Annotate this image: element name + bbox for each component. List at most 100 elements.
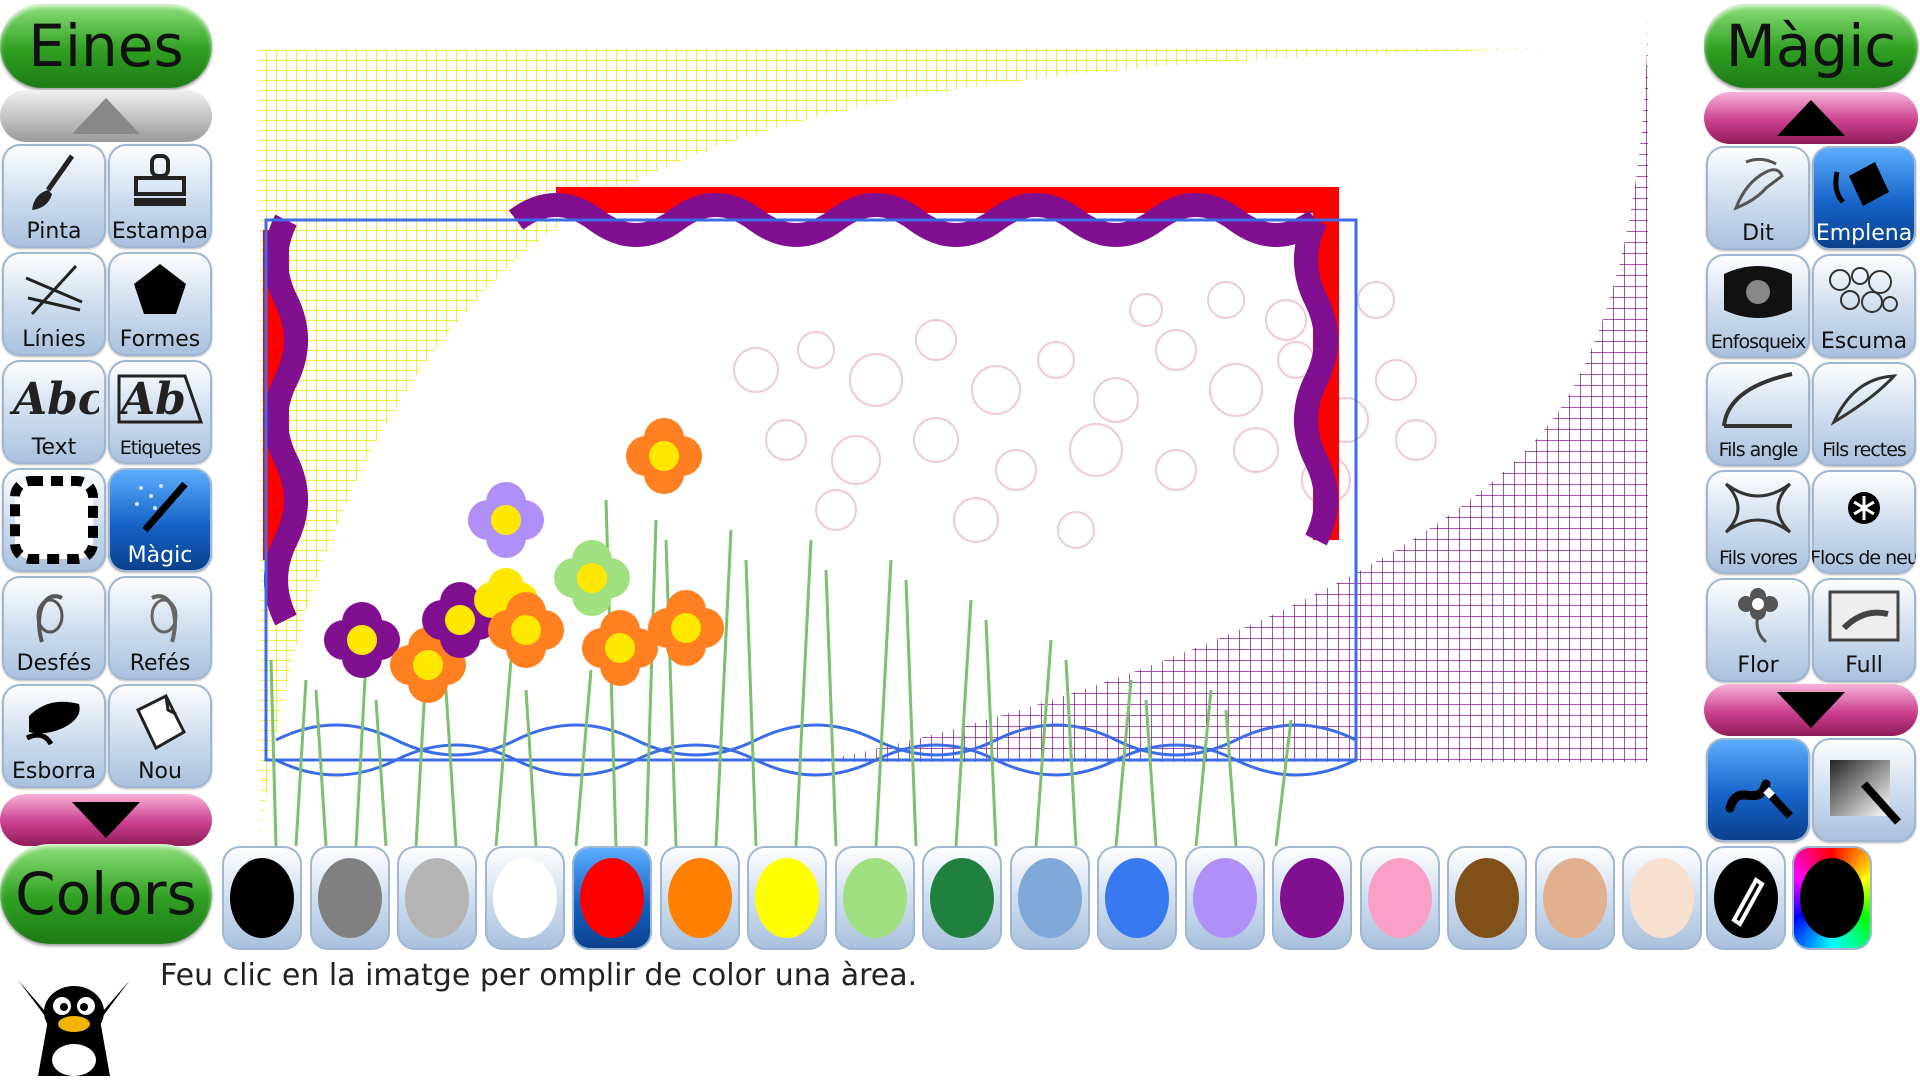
color-swatch[interactable] — [747, 846, 827, 950]
string-angle-icon — [1706, 362, 1810, 438]
color-swatch[interactable] — [572, 846, 652, 950]
right-tool-flocs-de-neu[interactable]: Flocs de neu — [1812, 470, 1916, 574]
tool-label: Fils angle — [1718, 439, 1799, 461]
braid-frame — [263, 187, 1358, 777]
fill-bucket-icon — [1812, 146, 1916, 222]
tool-label: Flocs de neu — [1812, 547, 1916, 569]
color-swatch[interactable] — [1622, 846, 1702, 950]
left-tool-màgic[interactable]: Màgic — [108, 468, 212, 572]
left-tool-esborra[interactable]: Esborra — [2, 684, 106, 788]
foam-icon — [1812, 254, 1916, 330]
drawing-canvas[interactable] — [216, 0, 1704, 847]
stamp-icon — [108, 144, 212, 220]
color-swatch[interactable] — [1097, 846, 1177, 950]
tool-label: Esborra — [12, 759, 96, 784]
rainbow-palette-button[interactable] — [1792, 846, 1872, 950]
left-tool-select[interactable] — [2, 468, 106, 572]
color-swatch-oval — [1017, 858, 1082, 938]
color-swatch[interactable] — [1272, 846, 1352, 950]
right-tool-fils-vores[interactable]: Fils vores — [1706, 470, 1810, 574]
tools-scroll-up-button[interactable] — [0, 90, 212, 142]
page-fold-icon — [1812, 578, 1916, 654]
tool-label: Màgic — [127, 543, 193, 568]
tool-label: Formes — [119, 327, 201, 352]
magic-wand-icon — [108, 468, 212, 544]
label-ab-icon: Ab — [108, 360, 212, 436]
left-tool-estampa[interactable]: Estampa — [108, 144, 212, 248]
flowers — [324, 418, 724, 703]
color-swatch[interactable] — [1447, 846, 1527, 950]
magic-header: Màgic — [1704, 4, 1918, 88]
paintbrush-icon — [2, 144, 106, 220]
tool-label: Refés — [129, 651, 191, 676]
svg-text:Ab: Ab — [117, 374, 186, 425]
tux-penguin-icon — [8, 960, 140, 1080]
color-swatch[interactable] — [309, 846, 390, 950]
lines-icon — [2, 252, 106, 328]
eraser-icon — [2, 684, 106, 760]
color-picker-button[interactable] — [1706, 846, 1786, 950]
left-tool-etiquetes[interactable]: Ab Etiquetes — [108, 360, 212, 464]
color-swatch[interactable] — [1359, 846, 1440, 950]
left-tool-desfés[interactable]: Desfés — [2, 576, 106, 680]
flower-icon — [1706, 578, 1810, 654]
tool-label: Full — [1845, 653, 1883, 678]
right-tool-emplena[interactable]: Emplena — [1812, 146, 1916, 250]
right-tool-dit[interactable]: Dit — [1706, 146, 1810, 250]
redo-icon — [108, 576, 212, 652]
color-swatch-oval — [405, 858, 469, 938]
down-arrow-icon — [1777, 692, 1845, 728]
color-swatch-oval — [230, 858, 294, 938]
magic-mode-fullscreen-button[interactable] — [1812, 738, 1916, 842]
right-tool-fils-angle[interactable]: Fils angle — [1706, 362, 1810, 466]
pentagon-icon — [108, 252, 212, 328]
color-swatch-oval — [1192, 858, 1257, 938]
left-tool-nou[interactable]: Nou — [108, 684, 212, 788]
left-tool-pinta[interactable]: Pinta — [2, 144, 106, 248]
tool-label: Fils rectes — [1822, 439, 1907, 461]
color-swatch-oval — [1280, 858, 1344, 938]
color-swatch-oval — [842, 858, 907, 938]
color-swatch[interactable] — [659, 846, 740, 950]
wand-paint-mode-icon — [1706, 738, 1810, 842]
up-arrow-icon — [1777, 100, 1845, 136]
tool-label: Estampa — [111, 219, 209, 244]
color-swatch-oval — [1105, 858, 1169, 938]
right-tool-escuma[interactable]: Escuma — [1812, 254, 1916, 358]
color-swatch-oval — [317, 858, 382, 938]
left-tool-línies[interactable]: Línies — [2, 252, 106, 356]
color-swatch-oval — [492, 858, 557, 938]
left-tool-refés[interactable]: Refés — [108, 576, 212, 680]
color-swatch[interactable] — [1009, 846, 1090, 950]
color-swatch[interactable] — [397, 846, 477, 950]
color-swatch[interactable] — [484, 846, 565, 950]
tool-label: Fils vores — [1719, 547, 1798, 569]
magic-scroll-down-button[interactable] — [1704, 684, 1918, 736]
color-swatch[interactable] — [1184, 846, 1265, 950]
tool-label: Dit — [1742, 221, 1774, 246]
color-swatch[interactable] — [922, 846, 1002, 950]
color-swatch[interactable] — [1534, 846, 1615, 950]
color-swatch-oval — [1630, 858, 1694, 938]
color-swatch[interactable] — [222, 846, 302, 950]
right-tool-full[interactable]: Full — [1812, 578, 1916, 682]
tools-scroll-down-button[interactable] — [0, 794, 212, 846]
left-tool-text[interactable]: Abc Text — [2, 360, 106, 464]
tool-label: Flor — [1737, 653, 1779, 678]
left-tool-formes[interactable]: Formes — [108, 252, 212, 356]
tool-label: Enfosqueix — [1710, 331, 1807, 353]
color-swatch[interactable] — [834, 846, 915, 950]
darken-icon — [1706, 254, 1810, 330]
color-swatch-oval — [930, 858, 994, 938]
right-tool-enfosqueix[interactable]: Enfosqueix — [1706, 254, 1810, 358]
status-message: Feu clic en la imatge per omplir de colo… — [160, 958, 918, 993]
magic-title: Màgic — [1725, 12, 1897, 80]
right-tool-fils-rectes[interactable]: Fils rectes — [1812, 362, 1916, 466]
right-tool-flor[interactable]: Flor — [1706, 578, 1810, 682]
string-straight-icon — [1812, 362, 1916, 438]
magic-scroll-up-button[interactable] — [1704, 92, 1918, 144]
magic-mode-paint-button[interactable] — [1706, 738, 1810, 842]
color-swatch-oval — [667, 858, 732, 938]
snowflake-icon — [1812, 470, 1916, 546]
svg-text:Abc: Abc — [9, 374, 99, 425]
